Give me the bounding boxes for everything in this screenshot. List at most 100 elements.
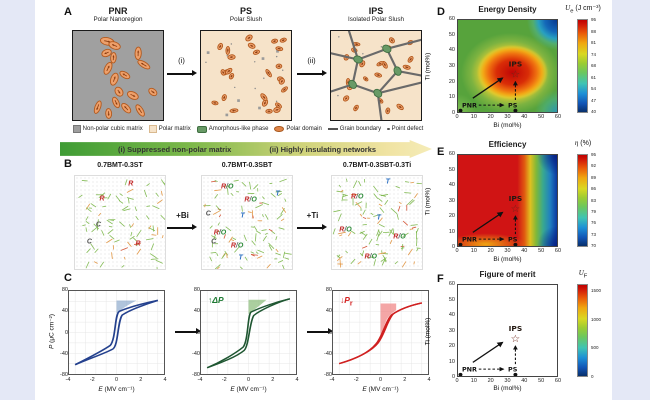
phase-label: R: [128, 180, 134, 188]
up-arrow-icon: ↑: [208, 295, 213, 305]
ps-name: Polar Slush: [229, 16, 263, 24]
tick-label: 60: [448, 151, 455, 157]
tick-label: 54: [591, 86, 597, 91]
ips-box: [330, 30, 422, 121]
tick-label: -2: [89, 377, 95, 383]
pnr-title: PNR Polar Nanoregion: [72, 6, 164, 24]
b-box-2: R/O R/O T C T R/O C R/O T: [201, 175, 293, 270]
tick-label: 20: [487, 378, 494, 384]
tick-label: 40: [61, 308, 68, 315]
tick-label: 61: [591, 74, 597, 80]
tick-label: 20: [487, 248, 494, 254]
tick-label: 60: [554, 114, 562, 120]
tick-label: 30: [448, 197, 455, 204]
c-plot-3-xlabel: E (MV cm⁻¹): [332, 385, 429, 393]
panel-a-legend: Non-polar cubic matrix Polar matrix Amor…: [62, 125, 434, 133]
tick-label: 30: [504, 114, 511, 120]
e-colorbar-title: η (%): [554, 139, 612, 149]
tick-label: 40: [448, 312, 455, 318]
tick-label: 80: [193, 287, 200, 293]
tick-label: 0: [451, 109, 455, 116]
svg-text:☆: ☆: [511, 333, 521, 344]
f-colorbar: [577, 284, 588, 377]
panel-e-letter: E: [437, 146, 445, 158]
tick-label: 50: [538, 114, 545, 120]
tick-label: 30: [504, 378, 511, 384]
f-colorbar-title: UF: [554, 269, 612, 279]
legend-item: Polar matrix: [148, 125, 191, 133]
tick-label: 60: [448, 16, 455, 22]
tick-label: 10: [470, 248, 477, 254]
c-plot-3-curve: [333, 291, 428, 374]
phase-label: R/O: [350, 193, 364, 201]
tick-label: 40: [448, 182, 455, 188]
c-x-sym: E: [230, 386, 235, 393]
phase-label: R: [135, 240, 141, 248]
c-plot-2-xlabel: E (MV cm⁻¹): [200, 385, 297, 393]
d-colorbar-title: Ue (J cm⁻³): [554, 4, 612, 14]
e-cbar-unit: (%): [578, 140, 592, 147]
tick-label: 60: [554, 248, 562, 254]
tick-label: -40: [324, 350, 332, 357]
svg-text:IPS: IPS: [509, 324, 523, 333]
step-ii-arrow-icon: [297, 70, 327, 76]
b-box-3: T R/O T R/O R/O R/O: [331, 175, 423, 270]
f-cbar-sub: F: [583, 273, 588, 280]
tick-label: -4: [65, 377, 71, 383]
c-plot-3-yticks: 80 40 0 -40 -80: [319, 287, 332, 378]
tick-label: 2: [139, 377, 143, 383]
delta-p-annotation: ↑ΔP: [208, 295, 224, 305]
tick-label: 50: [448, 296, 455, 303]
tick-label: 10: [470, 114, 477, 120]
d-cbar-unit: (J cm⁻³): [573, 5, 601, 12]
legend-item: Point defect: [387, 126, 423, 132]
phase-label: C: [211, 238, 217, 246]
tick-label: -2: [221, 377, 227, 383]
banner-text-2: (ii) Highly insulating networks: [269, 144, 377, 154]
tick-label: 40: [521, 114, 528, 120]
tick-label: 92: [591, 163, 597, 169]
e-xticks: 0 10 20 30 40 50 60: [452, 248, 563, 254]
phase-label: R/O: [230, 242, 244, 250]
step-i-arrow-icon: [167, 70, 197, 76]
tick-label: 50: [538, 378, 545, 384]
b-box-2-graphic: [203, 178, 292, 269]
pr-symbol: P: [344, 295, 350, 305]
ps-abbr: PS: [239, 6, 252, 16]
tick-label: 68: [591, 63, 597, 68]
tick-label: 80: [61, 287, 68, 293]
c-plot-2: [200, 290, 297, 375]
tick-label: 74: [591, 51, 597, 57]
tick-label: 60: [554, 378, 562, 384]
c-plot-1-yticks: 80 40 0 -40 -80: [55, 287, 68, 378]
tick-label: 30: [448, 327, 455, 334]
tick-label: 40: [521, 248, 528, 254]
f-y-axis-label: Ti (mol%): [424, 317, 432, 346]
f-x-axis-label: Bi (mol%): [493, 385, 522, 392]
tick-label: 40: [193, 308, 200, 315]
tick-label: 95: [591, 17, 597, 22]
f-xticks: 0 10 20 30 40 50 60: [452, 378, 563, 384]
c-plot-3: [332, 290, 429, 375]
pnr-box: [72, 30, 164, 121]
map-annotations-e: IPS ☆ PNR PS: [458, 194, 522, 246]
tick-label: 0: [246, 377, 251, 383]
tick-label: 50: [538, 248, 545, 254]
tick-label: 0: [196, 329, 200, 336]
phase-label: C: [95, 221, 101, 229]
panel-f-letter: F: [437, 273, 444, 285]
amorphous-phase-swatch-icon: [196, 125, 207, 133]
legend-label: Non-polar cubic matrix: [82, 126, 143, 132]
phase-label: R/O: [244, 196, 257, 204]
b-box-1: R R C C R: [74, 175, 166, 270]
d-x-axis-label: Bi (mol%): [493, 122, 522, 129]
svg-text:PS: PS: [508, 103, 518, 110]
tick-label: 30: [448, 62, 455, 69]
tick-label: 0: [591, 373, 594, 379]
tick-label: 0: [114, 377, 119, 383]
svg-text:☆: ☆: [511, 69, 521, 81]
pnr-box-graphic: [93, 36, 158, 119]
e-cbar-sym: η: [574, 139, 579, 147]
phase-label: T: [238, 254, 243, 262]
